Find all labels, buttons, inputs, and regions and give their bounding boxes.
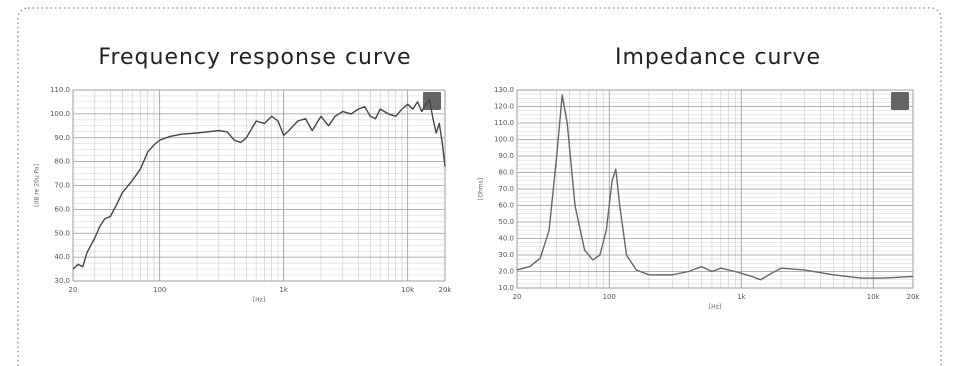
y-axis-label: [dB re 20u Pa] xyxy=(34,164,41,207)
y-tick-label: 60.0 xyxy=(54,205,70,213)
chart-title: Impedance curve xyxy=(615,45,821,70)
x-tick-label: 100 xyxy=(153,286,166,294)
y-tick-label: 90.0 xyxy=(54,134,70,142)
x-tick-label: 20k xyxy=(439,286,453,294)
y-tick-label: 40.0 xyxy=(498,235,514,243)
y-tick-label: 110.0 xyxy=(50,86,70,94)
data-line xyxy=(72,98,446,270)
y-tick-label: 100.0 xyxy=(50,110,70,118)
x-tick-label: 20k xyxy=(907,293,921,301)
y-tick-label: 10.0 xyxy=(498,284,514,292)
x-axis-label: [Hz] xyxy=(253,297,265,304)
y-tick-label: 120.0 xyxy=(494,103,514,111)
y-tick-label: 100.0 xyxy=(494,136,514,144)
x-tick-label: 20 xyxy=(69,286,78,294)
y-axis-label: [Ohms] xyxy=(478,178,485,200)
data-line xyxy=(516,94,914,281)
y-tick-label: 30.0 xyxy=(54,277,70,285)
y-tick-label: 130.0 xyxy=(494,86,514,94)
x-tick-label: 1k xyxy=(279,286,288,294)
y-tick-label: 70.0 xyxy=(54,182,70,190)
y-tick-label: 90.0 xyxy=(498,152,514,160)
x-axis-label: [Hz] xyxy=(709,304,721,311)
dotted-frame xyxy=(17,7,942,366)
y-tick-label: 30.0 xyxy=(498,251,514,259)
corner-icon xyxy=(423,92,441,110)
y-tick-label: 20.0 xyxy=(498,268,514,276)
y-tick-label: 60.0 xyxy=(498,202,514,210)
x-tick-label: 10k xyxy=(401,286,415,294)
y-tick-label: 80.0 xyxy=(498,169,514,177)
y-tick-label: 50.0 xyxy=(498,218,514,226)
x-tick-label: 1k xyxy=(737,293,746,301)
x-tick-label: 20 xyxy=(513,293,522,301)
y-tick-label: 70.0 xyxy=(498,185,514,193)
x-tick-label: 100 xyxy=(603,293,616,301)
y-tick-label: 50.0 xyxy=(54,229,70,237)
y-tick-label: 40.0 xyxy=(54,253,70,261)
chart-title: Frequency response curve xyxy=(98,45,411,70)
x-tick-label: 10k xyxy=(867,293,881,301)
y-tick-label: 80.0 xyxy=(54,158,70,166)
corner-icon xyxy=(891,92,909,110)
y-tick-label: 110.0 xyxy=(494,119,514,127)
